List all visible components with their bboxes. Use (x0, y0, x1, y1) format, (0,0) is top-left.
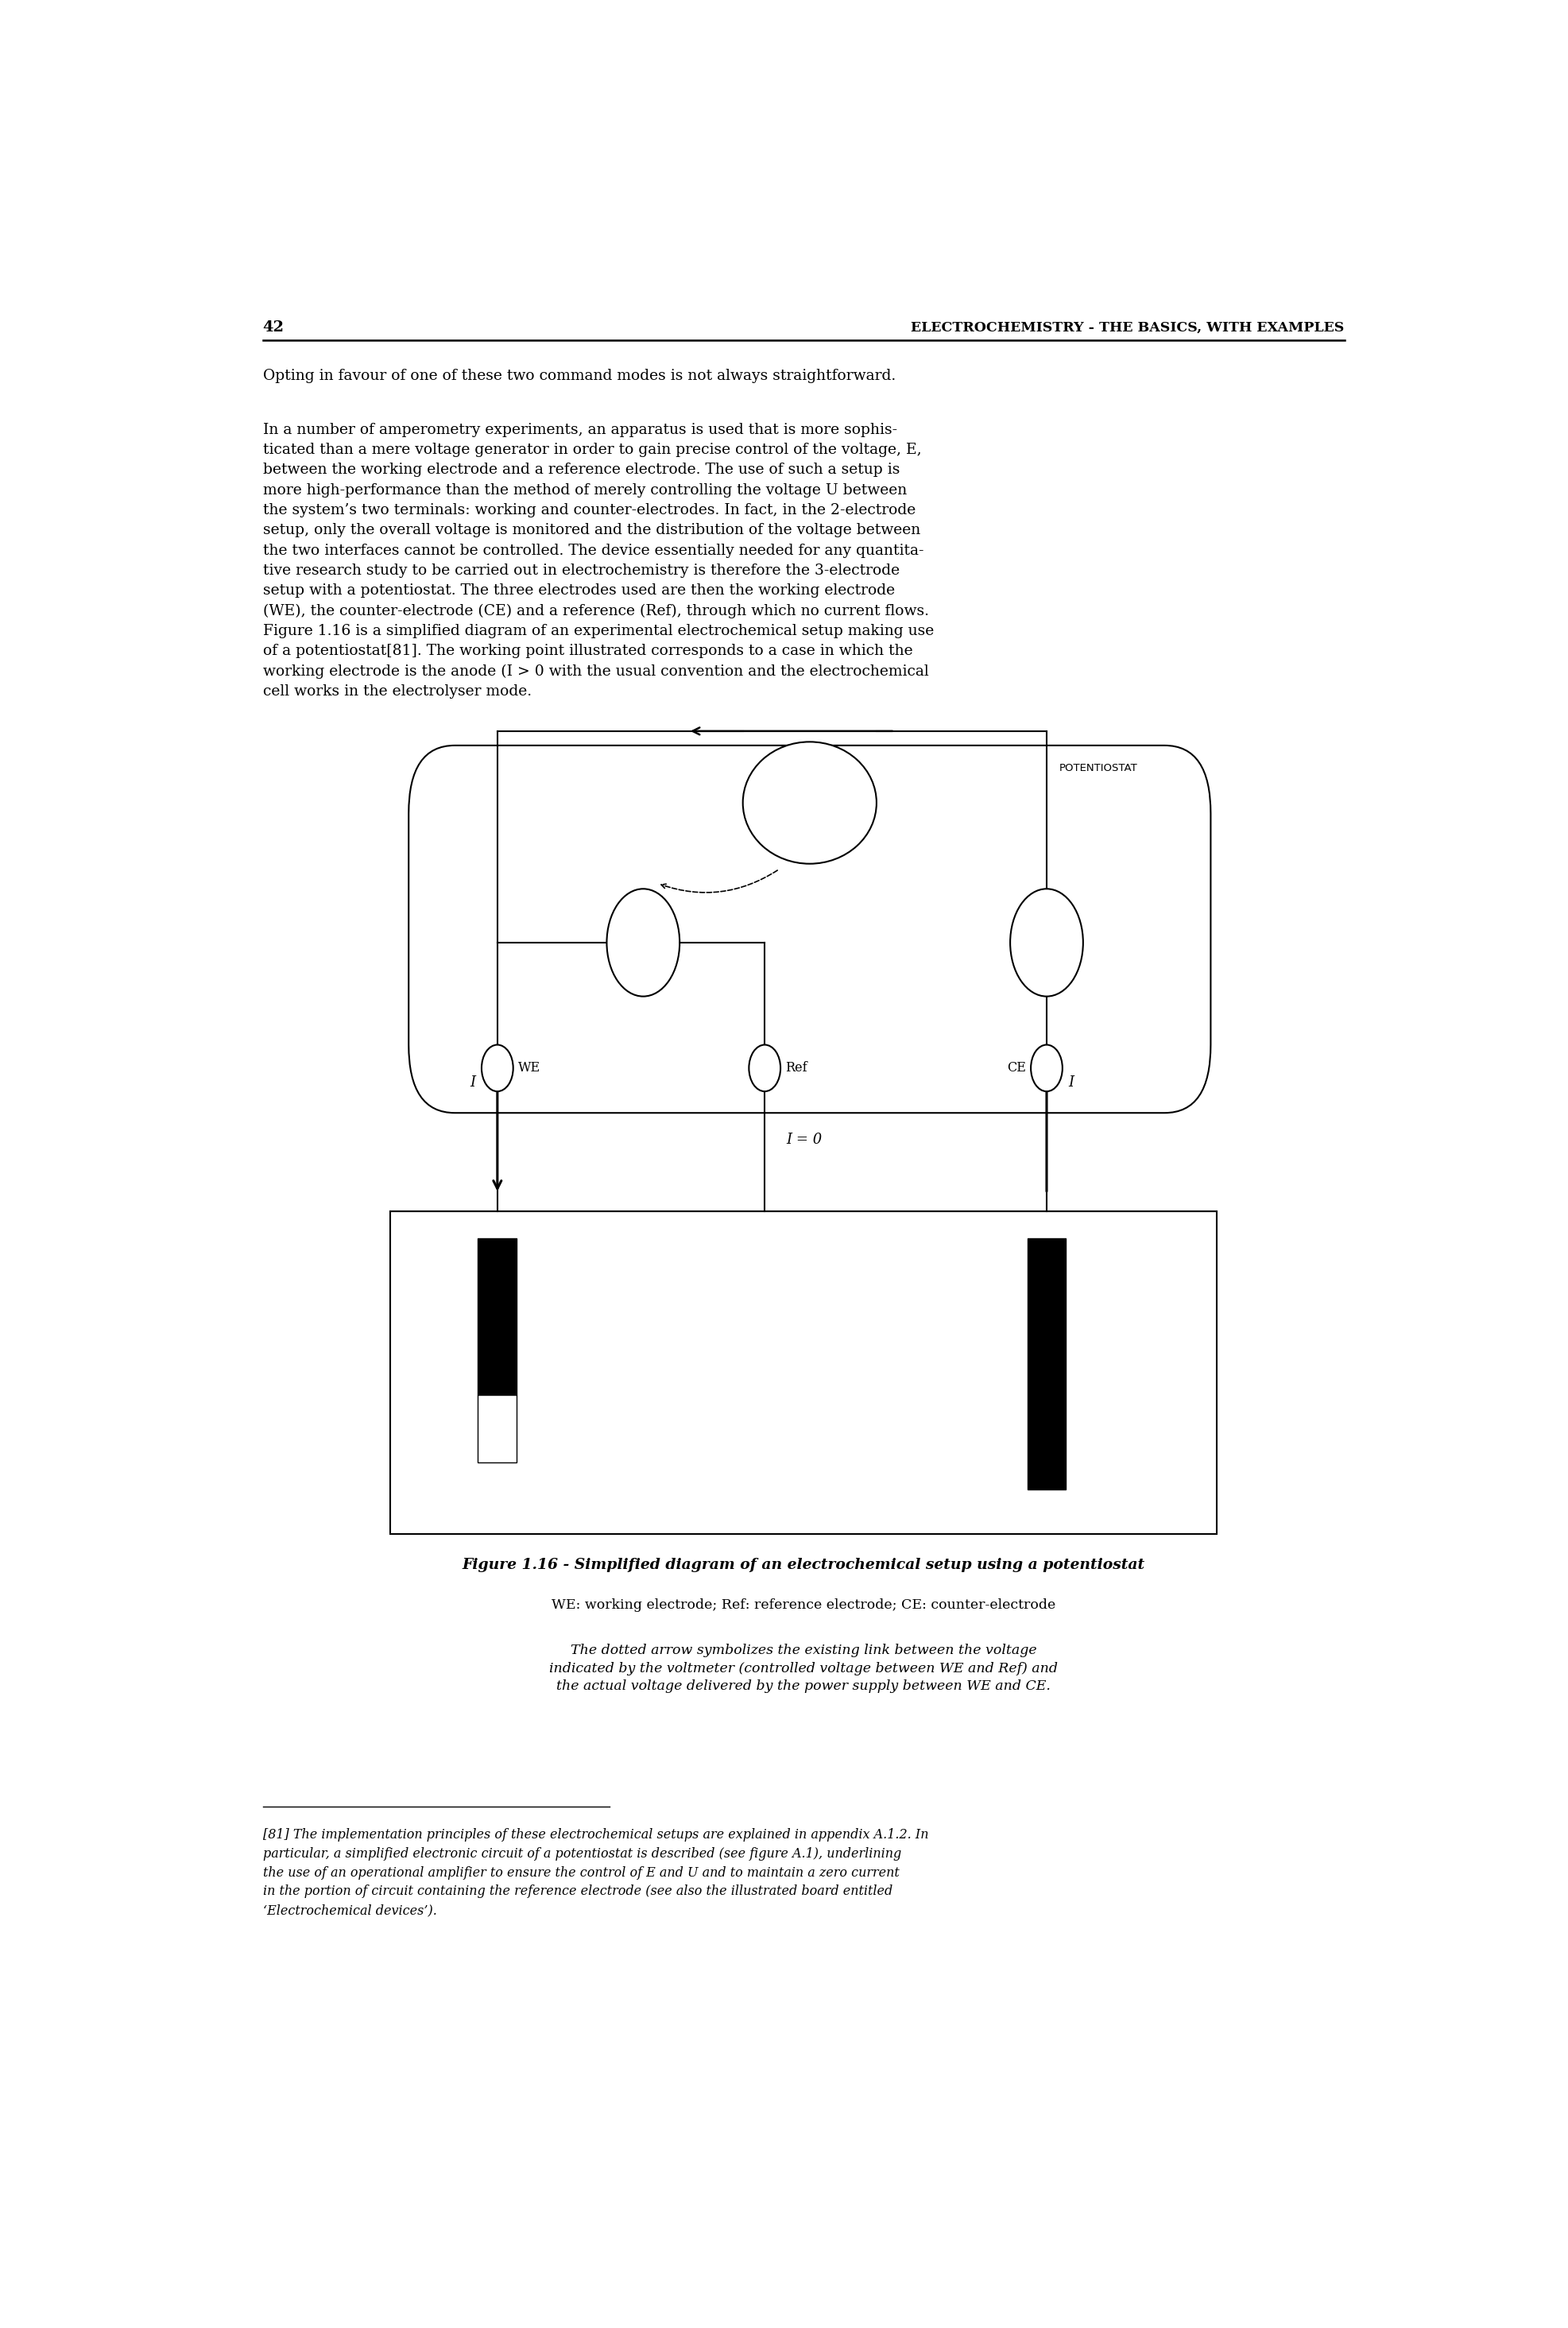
Circle shape (1010, 889, 1083, 996)
Text: WE: WE (517, 1062, 541, 1076)
Text: The dotted arrow symbolizes the existing link between the voltage
indicated by t: The dotted arrow symbolizes the existing… (549, 1644, 1058, 1692)
Text: In a number of amperometry experiments, an apparatus is used that is more sophis: In a number of amperometry experiments, … (263, 424, 935, 698)
Text: I: I (1068, 1076, 1074, 1090)
Circle shape (607, 889, 679, 996)
Text: 42: 42 (263, 321, 284, 335)
Circle shape (750, 1045, 781, 1092)
Text: Ref: Ref (786, 1062, 808, 1076)
Bar (478, 1394, 517, 1462)
Bar (1027, 1238, 1066, 1490)
Circle shape (481, 1045, 513, 1092)
Text: Opting in favour of one of these two command modes is not always straightforward: Opting in favour of one of these two com… (263, 370, 895, 384)
Bar (478, 1238, 517, 1394)
Text: [81] The implementation principles of these electrochemical setups are explained: [81] The implementation principles of th… (263, 1827, 928, 1918)
FancyBboxPatch shape (409, 745, 1210, 1113)
Text: V: V (638, 936, 649, 950)
Text: A: A (1041, 936, 1052, 950)
Text: WE: working electrode; Ref: reference electrode; CE: counter-electrode: WE: working electrode; Ref: reference el… (552, 1599, 1055, 1613)
Text: POTENTIOSTAT: POTENTIOSTAT (1058, 764, 1137, 773)
Circle shape (1030, 1045, 1063, 1092)
Text: I = 0: I = 0 (787, 1134, 823, 1148)
Text: ELECTROCHEMISTRY - THE BASICS, WITH EXAMPLES: ELECTROCHEMISTRY - THE BASICS, WITH EXAM… (911, 321, 1344, 335)
Bar (390, 1211, 1217, 1534)
Text: Figure 1.16 - Simplified diagram of an electrochemical setup using a potentiosta: Figure 1.16 - Simplified diagram of an e… (463, 1557, 1145, 1571)
Ellipse shape (743, 743, 877, 864)
Text: I: I (470, 1076, 475, 1090)
Text: CE: CE (1007, 1062, 1025, 1076)
